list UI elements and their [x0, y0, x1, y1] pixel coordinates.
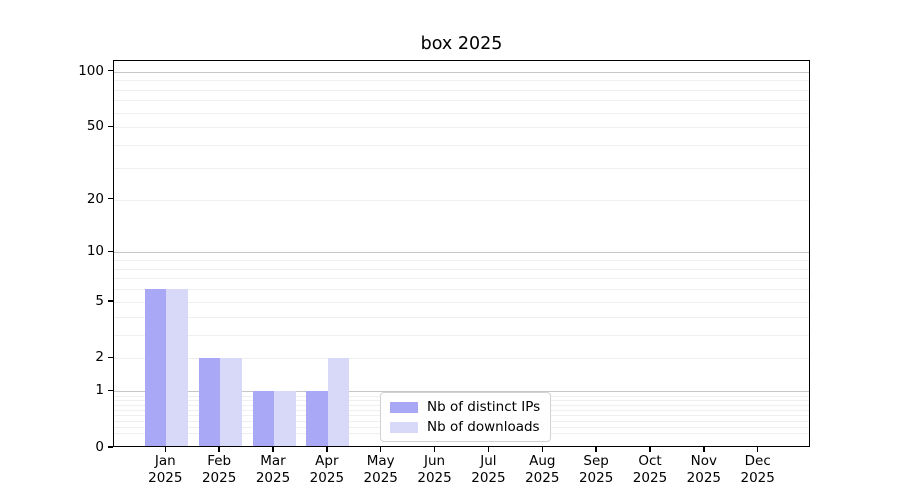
x-axis-tick [433, 447, 436, 452]
x-axis-tick-label: Jul 2025 [471, 453, 506, 486]
y-axis-tick [107, 69, 113, 72]
plot-area: Nb of distinct IPs Nb of downloads [113, 60, 810, 447]
x-axis-tick [756, 447, 759, 452]
legend: Nb of distinct IPs Nb of downloads [380, 392, 552, 442]
gridline-minor [114, 278, 809, 280]
y-axis-tick-label: 20 [86, 190, 104, 207]
x-axis-tick-label: May 2025 [363, 453, 398, 486]
x-axis-tick-label: Feb 2025 [201, 453, 237, 486]
x-axis-tick [379, 447, 382, 452]
x-axis-tick [164, 447, 167, 452]
gridline-minor [114, 334, 809, 336]
y-axis-tick [107, 446, 113, 448]
gridline-minor [114, 199, 809, 201]
gridline-minor [114, 100, 809, 102]
gridline-minor [114, 145, 809, 147]
y-axis-tick-label: 5 [95, 292, 104, 309]
legend-row-distinct-ips: Nb of distinct IPs [390, 399, 540, 415]
gridline-minor [114, 316, 809, 318]
gridline-minor [114, 89, 809, 91]
x-axis-tick [272, 447, 274, 452]
legend-row-downloads: Nb of downloads [390, 419, 540, 435]
chart-title: box 2025 [420, 34, 503, 54]
x-axis-tick-label: Dec 2025 [740, 453, 775, 486]
bar-distinct-ips [198, 358, 221, 447]
bar-distinct-ips [306, 391, 328, 447]
x-axis-tick [541, 447, 544, 452]
bar-distinct-ips [252, 391, 274, 447]
y-axis-tick [107, 197, 113, 200]
x-axis-tick-label: Sep 2025 [578, 453, 614, 486]
y-axis-tick [107, 389, 113, 392]
y-axis-tick [107, 356, 113, 359]
y-axis-tick [107, 250, 113, 253]
gridline-major [114, 391, 809, 393]
y-axis-tick [107, 300, 113, 302]
y-axis-tick-label: 1 [95, 382, 104, 399]
y-axis-tick [107, 125, 113, 128]
gridline-minor [114, 127, 809, 129]
gridline-minor [114, 301, 809, 303]
gridline-minor [114, 358, 809, 360]
legend-label-distinct-ips: Nb of distinct IPs [427, 399, 541, 415]
x-axis-tick-label: Mar 2025 [255, 453, 291, 486]
x-axis-tick-label: Aug 2025 [525, 453, 560, 486]
gridline-minor [114, 260, 809, 262]
x-axis-tick [487, 447, 490, 452]
y-axis-tick-label: 100 [78, 62, 104, 79]
bar-downloads [166, 289, 188, 447]
gridline-major [114, 71, 809, 73]
bar-downloads [220, 358, 242, 447]
y-axis-tick-label: 50 [86, 118, 104, 135]
gridline-minor [114, 167, 809, 169]
y-axis-tick-label: 0 [95, 439, 104, 455]
legend-swatch-distinct-ips [390, 401, 418, 413]
x-axis-tick [649, 447, 651, 452]
x-axis-tick-label: Jun 2025 [417, 453, 452, 486]
bar-downloads [274, 391, 296, 447]
y-axis-tick-label: 10 [86, 243, 104, 260]
gridline-minor [114, 80, 809, 82]
bar-downloads [327, 358, 350, 447]
x-axis-tick-label: Apr 2025 [309, 453, 345, 486]
x-axis-tick-label: Nov 2025 [686, 453, 722, 486]
gridline-minor [114, 268, 809, 270]
gridline-minor [114, 112, 809, 114]
x-axis-tick [326, 447, 328, 452]
x-axis-tick [218, 447, 220, 452]
y-axis-tick-label: 2 [95, 349, 104, 366]
x-axis-tick-label: Oct 2025 [632, 453, 668, 486]
gridline-major [114, 252, 809, 254]
gridline-minor [114, 289, 809, 291]
x-axis-tick-label: Jan 2025 [148, 453, 183, 486]
legend-label-downloads: Nb of downloads [427, 419, 540, 435]
x-axis-tick [595, 447, 597, 452]
x-axis-tick [703, 447, 705, 452]
legend-swatch-downloads [390, 421, 418, 433]
bar-distinct-ips [144, 289, 167, 447]
